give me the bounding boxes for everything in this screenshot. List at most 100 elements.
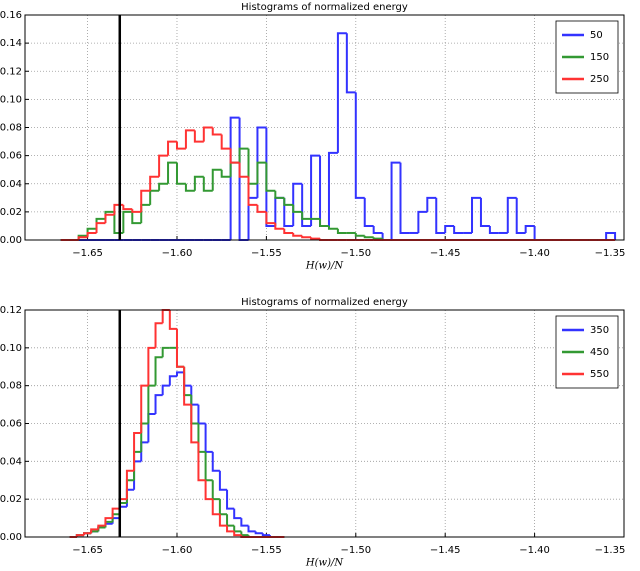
x-tick-label: −1.55 <box>251 545 282 556</box>
subplot: Histograms of normalized energy 0.00 0.02 0… <box>0 297 626 569</box>
histogram-step <box>301 211 312 220</box>
histogram-step <box>97 526 106 532</box>
x-tick-label: −1.60 <box>162 248 193 259</box>
histogram-step <box>154 322 163 348</box>
legend-label: 50 <box>590 30 603 41</box>
histogram-step <box>125 488 135 507</box>
histogram-step <box>147 384 156 424</box>
x-tick-label: −1.55 <box>251 248 282 259</box>
histogram-step <box>453 225 464 234</box>
histogram-step <box>292 232 303 237</box>
x-tick-label: −1.35 <box>595 248 626 259</box>
chart-title: Histograms of normalized energy <box>241 297 408 308</box>
histogram-step <box>292 182 303 226</box>
histogram-step <box>125 469 135 500</box>
y-tick-label: 0.04 <box>0 179 22 190</box>
histogram-step <box>292 204 303 213</box>
x-axis-label: H(w)/N <box>305 558 344 568</box>
y-tick-label: 0.16 <box>0 10 22 21</box>
legend-label: 350 <box>590 325 609 336</box>
histogram-step <box>183 372 192 387</box>
histogram-step <box>372 225 383 234</box>
histogram-step <box>190 404 199 444</box>
histogram-step <box>240 518 249 527</box>
histogram-step <box>202 126 213 142</box>
histogram-step <box>220 169 231 178</box>
histogram-step <box>233 525 242 533</box>
y-tick-label: 0.00 <box>0 532 22 543</box>
y-tick-label: 0.12 <box>0 66 22 77</box>
histogram-step <box>133 460 142 490</box>
histogram-step <box>479 197 490 227</box>
y-tick-label: 0.04 <box>0 456 22 467</box>
histogram-step <box>86 231 97 238</box>
histogram-step <box>229 161 240 177</box>
histogram-step <box>327 151 338 226</box>
histogram-step <box>229 148 240 164</box>
histogram-step <box>310 237 321 240</box>
histogram-step <box>435 197 446 234</box>
histogram-step <box>131 209 142 213</box>
histogram-step <box>175 347 185 368</box>
legend-label: 450 <box>590 347 609 358</box>
histogram-step <box>310 154 321 226</box>
histogram-step <box>111 507 120 519</box>
histogram-step <box>211 127 222 136</box>
x-tick-label: −1.45 <box>430 545 461 556</box>
histogram-step <box>274 190 285 199</box>
histogram-step <box>533 225 544 241</box>
y-tick-label: 0.14 <box>0 38 22 49</box>
histogram-step <box>488 225 499 234</box>
histogram-step <box>204 423 213 453</box>
histogram-step <box>218 470 228 491</box>
histogram-step <box>256 161 267 184</box>
histogram-step <box>90 530 99 534</box>
histogram-step <box>265 127 276 227</box>
histogram-step <box>184 129 195 149</box>
histogram-step <box>265 211 276 225</box>
histogram-step <box>327 225 338 230</box>
histogram-step <box>506 196 517 233</box>
histogram-step <box>183 366 192 397</box>
histogram-step <box>75 534 85 537</box>
x-tick-label: −1.40 <box>519 248 550 259</box>
plot-frame <box>24 309 625 538</box>
histogram-step <box>283 197 294 227</box>
y-tick-label: 0.10 <box>0 343 22 354</box>
histogram-step <box>183 366 192 406</box>
histogram-step <box>133 450 142 481</box>
histogram-step <box>238 117 249 241</box>
histogram-step <box>319 155 329 227</box>
histogram-step <box>471 196 481 233</box>
histogram-step <box>140 422 149 452</box>
histogram-step <box>90 528 99 534</box>
x-tick-label: −1.35 <box>595 545 626 556</box>
histogram-step <box>97 524 106 530</box>
histogram-step <box>229 116 240 240</box>
histogram-step <box>190 395 199 425</box>
y-tick-label: 0.06 <box>0 419 22 430</box>
histogram-step <box>161 346 170 358</box>
histogram-step <box>444 224 455 233</box>
histogram-step <box>524 224 535 233</box>
histogram-step <box>140 384 149 433</box>
histogram-step <box>158 154 169 177</box>
y-tick-label: 0.08 <box>0 381 22 392</box>
legend-label: 250 <box>590 74 609 85</box>
histogram-step <box>256 204 267 213</box>
histogram-step <box>193 130 204 143</box>
histogram-step <box>240 531 249 537</box>
histogram-step <box>319 218 329 227</box>
histogram-step <box>167 140 177 156</box>
chart-title: Histograms of normalized energy <box>241 2 408 13</box>
histogram-step <box>283 228 294 234</box>
histogram-step <box>301 235 312 239</box>
histogram-step <box>161 309 170 324</box>
histogram-step <box>363 235 374 239</box>
histogram-step <box>211 499 220 516</box>
histogram-step <box>204 480 213 501</box>
histogram-step <box>399 162 410 234</box>
histogram-step <box>363 197 374 227</box>
legend: 50 150 250 <box>555 20 619 94</box>
histogram-step <box>226 514 235 527</box>
